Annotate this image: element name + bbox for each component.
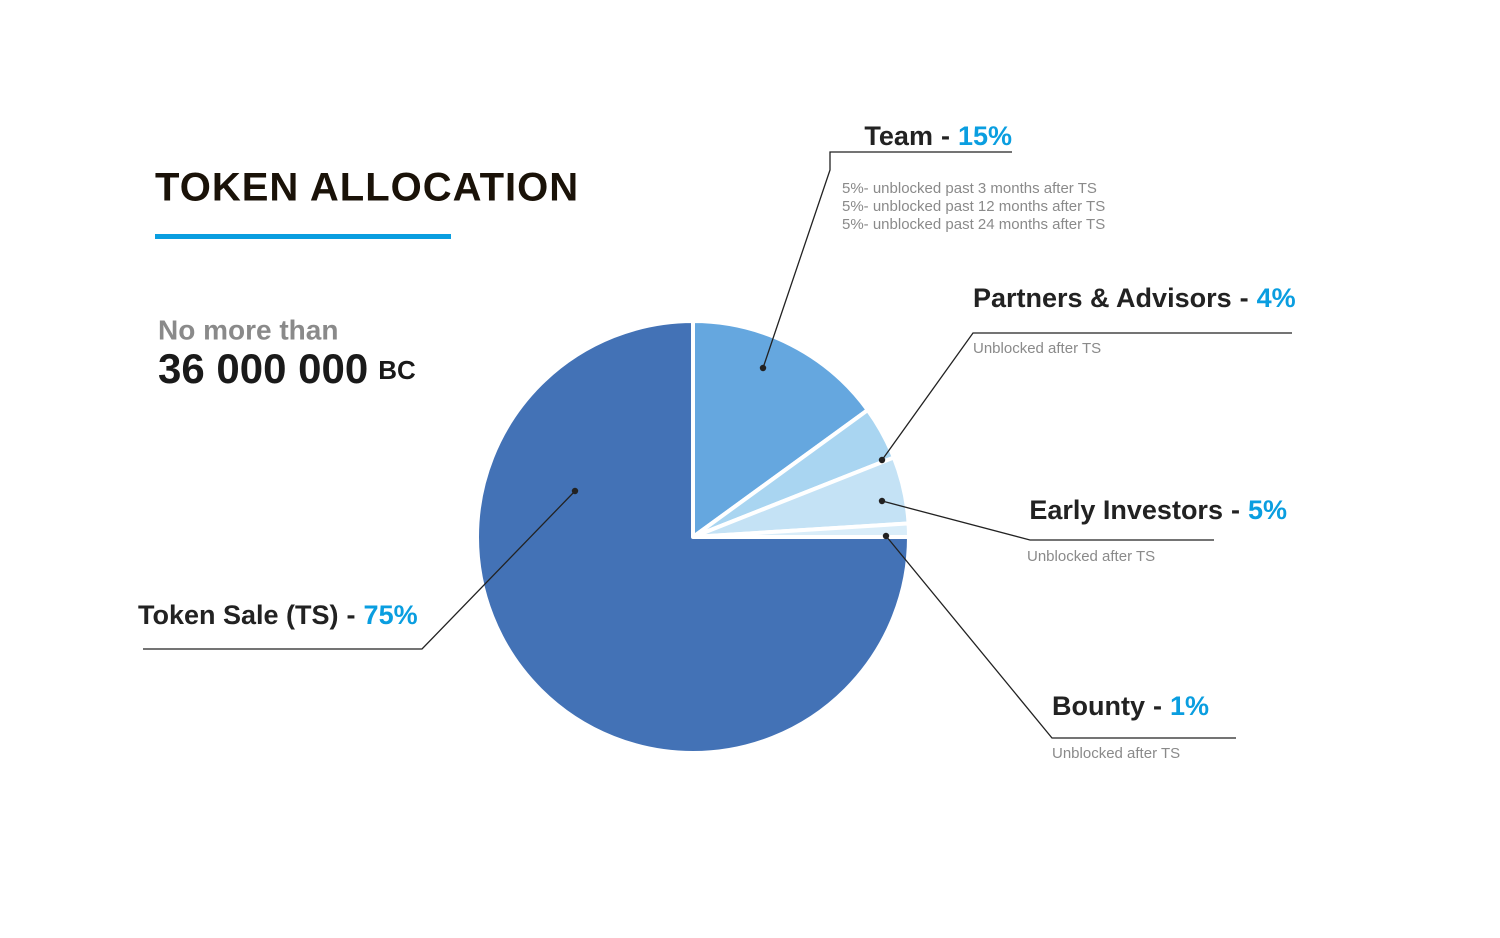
slice-label: Early Investors -5% — [1029, 495, 1287, 525]
supply-amount: 36 000 000 — [158, 345, 368, 392]
leader-dot — [571, 487, 579, 495]
slice-note: Unblocked after TS — [1052, 745, 1180, 762]
leader-dot — [878, 456, 886, 464]
leader-line — [143, 490, 576, 650]
leader-dot — [878, 497, 886, 505]
category-name: Team — [864, 121, 933, 151]
leader-line — [881, 332, 1292, 461]
separator: - — [1231, 495, 1240, 525]
labels: Team -15%5%- unblocked past 3 months afte… — [138, 121, 1296, 762]
slice-label: Token Sale (TS) -75% — [138, 600, 418, 630]
value-label: 4% — [1257, 283, 1296, 313]
pie-slice — [691, 319, 870, 539]
title-underline — [155, 234, 451, 239]
leader-dot — [759, 364, 767, 372]
slice-note: 5%- unblocked past 3 months after TS — [842, 180, 1097, 197]
category-name: Early Investors — [1029, 495, 1223, 525]
value-label: 15% — [958, 121, 1012, 151]
value-label: 75% — [364, 600, 418, 630]
supply: 36 000 000 BC — [158, 345, 416, 392]
slice-label: Partners & Advisors -4% — [973, 283, 1296, 313]
separator: - — [1240, 283, 1249, 313]
slice-note: Unblocked after TS — [973, 340, 1101, 357]
slice-note: Unblocked after TS — [1027, 548, 1155, 565]
supply-unit: BC — [378, 355, 416, 385]
slice-note: 5%- unblocked past 12 months after TS — [842, 198, 1105, 215]
separator: - — [941, 121, 950, 151]
chart-title: TOKEN ALLOCATION — [155, 166, 579, 210]
leader-line — [881, 500, 1214, 541]
category-name: Partners & Advisors — [973, 283, 1232, 313]
category-name: Bounty — [1052, 691, 1145, 721]
slice-label: Team -15% — [864, 121, 1012, 151]
separator: - — [1153, 691, 1162, 721]
separator: - — [347, 600, 356, 630]
value-label: 1% — [1170, 691, 1209, 721]
leader-line — [885, 535, 1236, 739]
subtitle: No more than — [158, 314, 338, 345]
slice-label: Bounty -1% — [1052, 691, 1209, 721]
value-label: 5% — [1248, 495, 1287, 525]
slice-note: 5%- unblocked past 24 months after TS — [842, 216, 1105, 233]
pie-slice — [475, 319, 911, 755]
leader-dot — [882, 532, 890, 540]
leader-line — [762, 151, 1012, 369]
category-name: Token Sale (TS) — [138, 600, 339, 630]
pie — [475, 319, 911, 755]
